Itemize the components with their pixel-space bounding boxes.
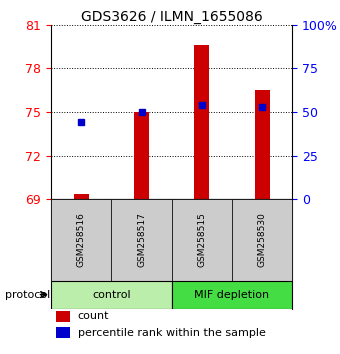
Text: GSM258517: GSM258517 (137, 213, 146, 268)
Bar (51, 199, 111, 281)
Bar (74, 194, 89, 199)
Bar (134, 112, 149, 199)
Text: GSM258516: GSM258516 (77, 213, 86, 268)
Bar (255, 90, 270, 199)
Bar (56, 311, 70, 322)
Bar (172, 199, 232, 281)
Text: protocol: protocol (4, 290, 50, 299)
Bar (172, 281, 292, 309)
Text: MIF depletion: MIF depletion (194, 290, 270, 299)
Bar (111, 199, 172, 281)
Text: percentile rank within the sample: percentile rank within the sample (78, 328, 266, 338)
Bar (51, 281, 172, 309)
Text: control: control (92, 290, 131, 299)
Bar (194, 45, 209, 199)
Text: count: count (78, 312, 109, 321)
Title: GDS3626 / ILMN_1655086: GDS3626 / ILMN_1655086 (81, 10, 262, 24)
Bar (232, 199, 292, 281)
Text: GSM258530: GSM258530 (258, 213, 267, 268)
Text: GSM258515: GSM258515 (198, 213, 206, 268)
Bar (56, 327, 70, 338)
